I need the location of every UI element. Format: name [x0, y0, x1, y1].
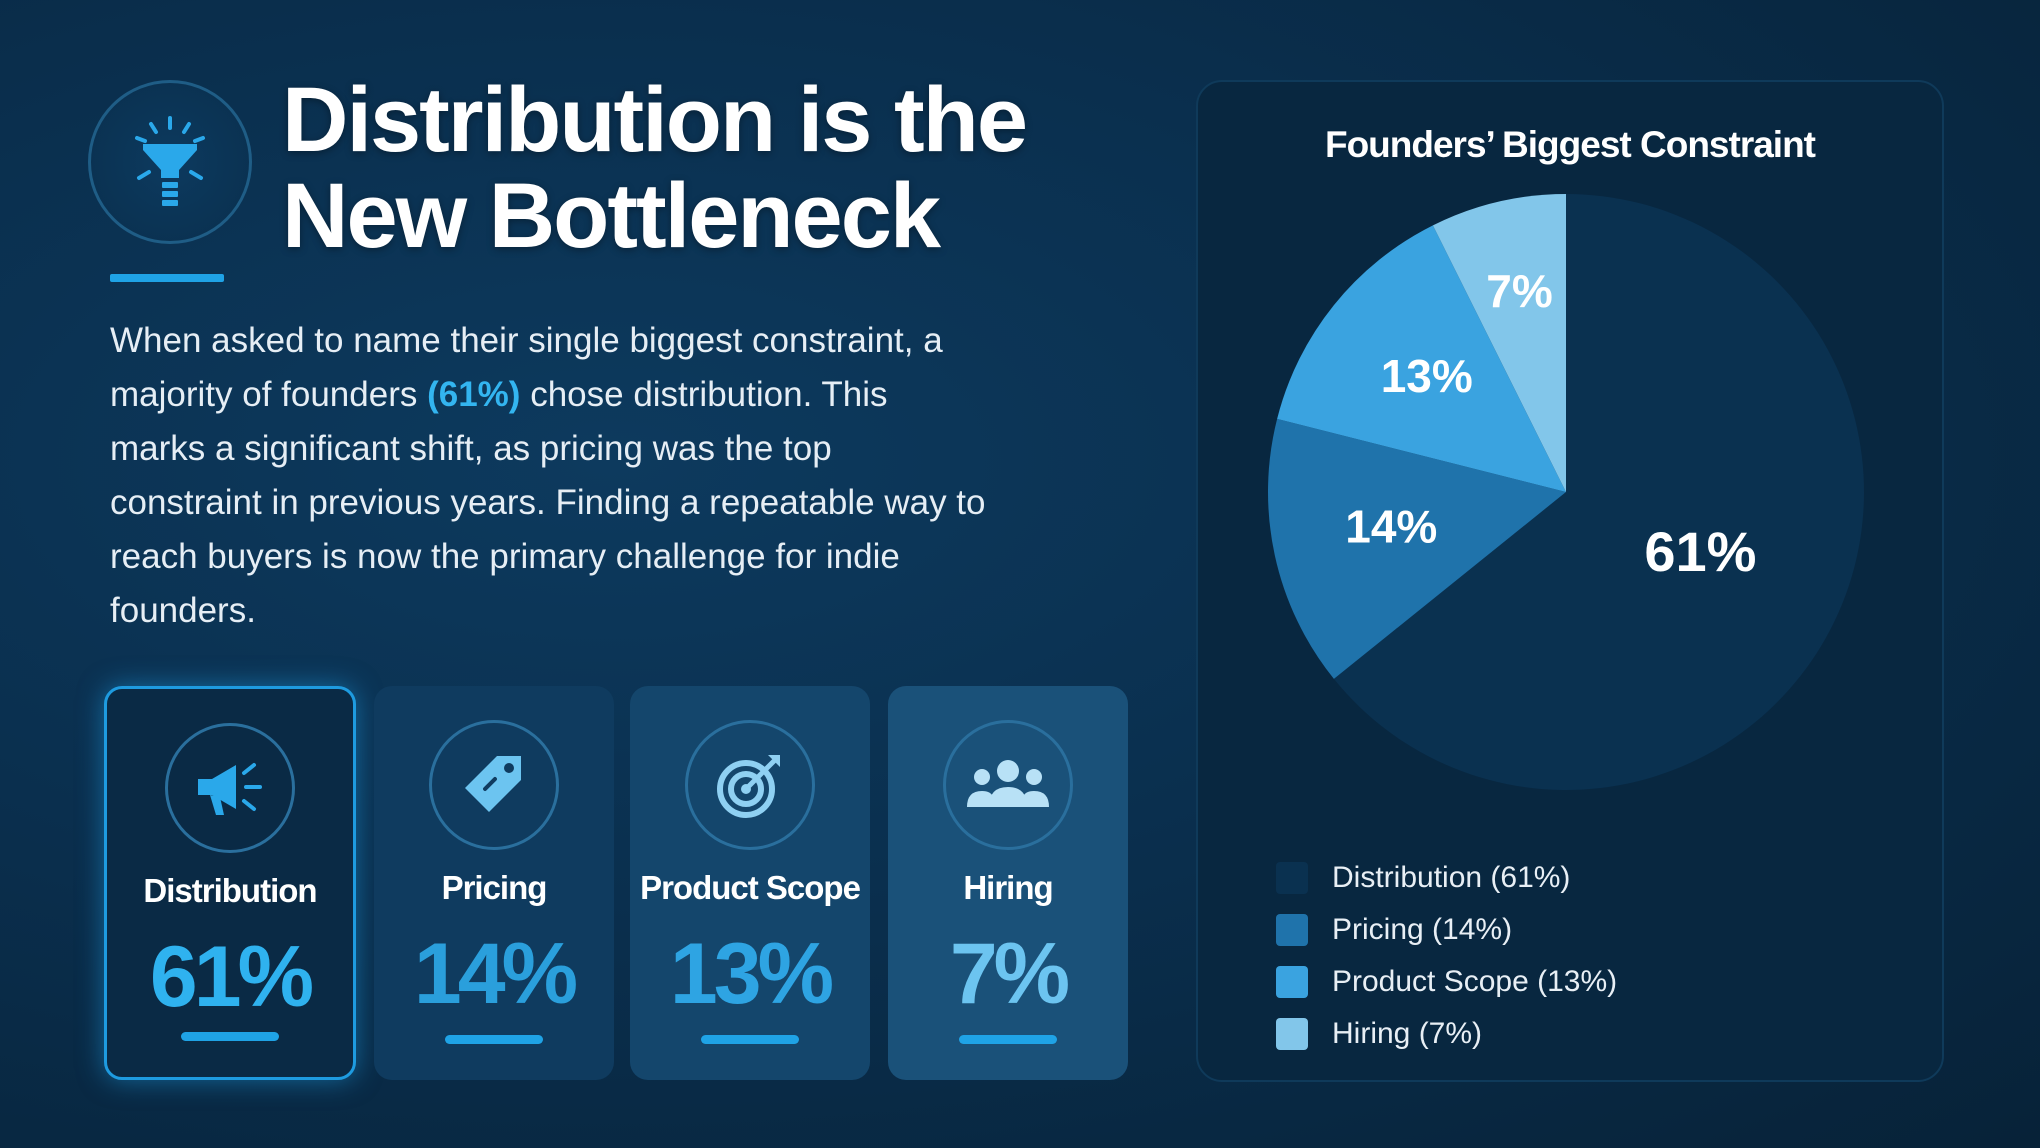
stat-card-value: 14% [413, 926, 578, 1022]
pie-label-pricing: 14% [1345, 500, 1437, 552]
stat-card-label: Pricing [441, 869, 548, 906]
body-paragraph: When asked to name their single biggest … [110, 314, 990, 638]
pie-slice-product-scope [1277, 225, 1566, 492]
pie-label-distribution: 61% [1644, 520, 1756, 583]
title-line-2: New Bottleneck [282, 165, 941, 267]
stat-card-underline [701, 1035, 799, 1044]
body-text-part-2: chose distribution. This marks a signifi… [110, 375, 986, 630]
stat-card-underline [959, 1035, 1057, 1044]
pie-chart: 61% 14% 13%7% [1268, 194, 1864, 790]
stat-card-pricing: Pricing 14% [374, 686, 614, 1080]
funnel-icon-badge [88, 80, 252, 244]
chart-panel: Founders’ Biggest Constraint 61% 14% 13% 7%… [1196, 80, 1944, 1082]
megaphone-icon [198, 763, 262, 815]
stat-card-label: Hiring [963, 869, 1053, 906]
team-icon [967, 760, 1049, 807]
page-title: Distribution is the New Bottleneck [282, 72, 1102, 264]
pie-label-hiring: 7% [1486, 265, 1552, 317]
stat-card-label: Product Scope [640, 869, 861, 906]
funnel-icon [135, 116, 205, 206]
chart-legend: Distribution (61%) Pricing (14%) Product… [1276, 852, 1617, 1060]
pie-slice-distribution [1333, 194, 1864, 790]
legend-item-pricing: Pricing (14%) [1276, 904, 1617, 956]
title-accent-line [110, 274, 224, 282]
legend-item-distribution: Distribution (61%) [1276, 852, 1617, 904]
target-icon-badge [685, 720, 815, 850]
body-highlight: (61%) [427, 375, 521, 414]
stat-card-hiring: Hiring 7% [888, 686, 1128, 1080]
legend-swatch [1276, 914, 1308, 946]
stat-card-distribution: Distribution 61% [104, 686, 356, 1080]
legend-swatch [1276, 862, 1308, 894]
team-icon-badge [943, 720, 1073, 850]
pie-label-product-scope: 13% [1381, 350, 1473, 402]
stat-card-underline [445, 1035, 543, 1044]
legend-label: Pricing (14%) [1332, 913, 1513, 946]
price-tag-icon [465, 756, 521, 812]
legend-swatch [1276, 1018, 1308, 1050]
stat-card-value: 13% [669, 926, 834, 1022]
body-text-part-1: When asked to name their single biggest … [110, 321, 943, 414]
stat-card-value: 61% [149, 929, 314, 1025]
title-line-1: Distribution is the [282, 69, 1028, 171]
chart-title: Founders’ Biggest Constraint [1324, 124, 1816, 165]
legend-item-product-scope: Product Scope (13%) [1276, 956, 1617, 1008]
stat-card-underline [181, 1032, 279, 1041]
legend-item-hiring: Hiring (7%) [1276, 1008, 1617, 1060]
stat-card-label: Distribution [143, 872, 317, 909]
target-icon [717, 755, 780, 818]
stat-card-value: 7% [949, 926, 1070, 1022]
megaphone-icon-badge [165, 723, 295, 853]
legend-label: Product Scope (13%) [1332, 965, 1618, 998]
stat-card-product-scope: Product Scope 13% [630, 686, 870, 1080]
legend-label: Hiring (7%) [1332, 1017, 1483, 1050]
price-tag-icon-badge [429, 720, 559, 850]
legend-label: Distribution (61%) [1332, 861, 1571, 894]
pie-slice-hiring [1432, 194, 1566, 492]
pie-slice-pricing [1268, 418, 1566, 679]
legend-swatch [1276, 966, 1308, 998]
